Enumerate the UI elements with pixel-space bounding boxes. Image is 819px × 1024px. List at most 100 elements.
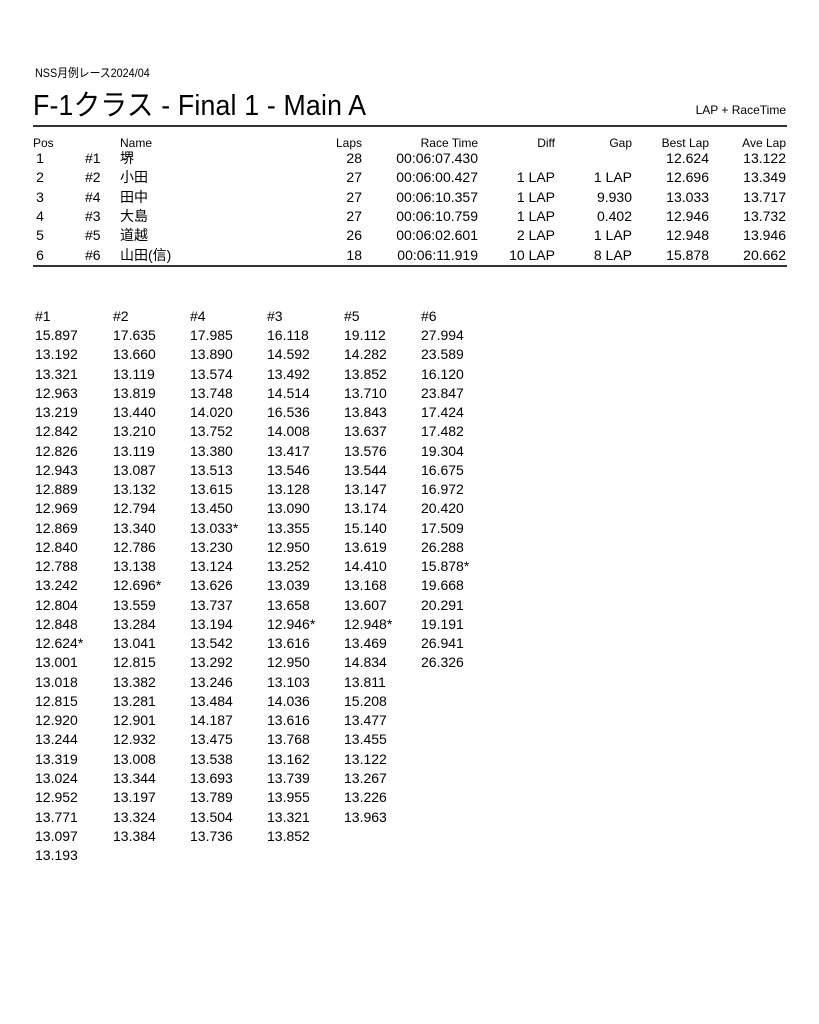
car-number: #6 — [85, 246, 101, 263]
lap-time: 12.826 — [35, 442, 78, 459]
laps: 27 — [346, 169, 362, 186]
lap-time: 14.282 — [344, 346, 387, 363]
lap-time: 13.771 — [35, 808, 78, 825]
lap-time: 13.284 — [113, 615, 156, 632]
gap: 0.402 — [596, 207, 632, 224]
pos: 4 — [36, 207, 44, 224]
lap-time: 13.147 — [344, 481, 387, 498]
lap-time: 20.420 — [421, 500, 464, 517]
lap-time: 13.736 — [190, 827, 233, 844]
lap-time: 17.424 — [421, 404, 464, 421]
lap-time: 14.187 — [190, 712, 233, 729]
best-lap: 12.696 — [666, 169, 709, 186]
lap-time: 13.739 — [267, 769, 310, 786]
lap-time: 13.193 — [35, 847, 78, 864]
lap-time: 16.536 — [267, 404, 310, 421]
lap-time: 12.788 — [35, 558, 78, 575]
lap-time: 13.513 — [190, 461, 233, 478]
page-title: F-1クラス - Final 1 - Main A — [33, 90, 367, 122]
lap-time: 13.197 — [113, 789, 156, 806]
lap-time: 13.321 — [267, 808, 310, 825]
lap-time: 12.815 — [35, 692, 78, 709]
driver-name: 山田(信) — [120, 246, 172, 263]
lap-time: 13.768 — [267, 731, 310, 748]
column-header-gap: Gap — [609, 136, 632, 150]
laps: 27 — [346, 188, 362, 205]
ave-lap: 13.717 — [743, 188, 786, 205]
best-lap: 15.878 — [666, 246, 709, 263]
column-header-best-lap: Best Lap — [661, 136, 709, 150]
lap-time: 13.024 — [35, 769, 78, 786]
lap-time: 13.737 — [190, 596, 233, 613]
column-header-race-time: Race Time — [420, 136, 478, 150]
best-lap-time: 12.696* — [113, 577, 162, 594]
lap-time: 23.847 — [421, 384, 464, 401]
lap-time: 13.748 — [190, 384, 233, 401]
lap-time: 12.804 — [35, 596, 78, 613]
lap-time: 23.589 — [421, 346, 464, 363]
lap-time: 13.039 — [267, 577, 310, 594]
lap-time: 14.592 — [267, 346, 310, 363]
race-time: 00:06:07.430 — [396, 150, 478, 166]
lap-time: 12.952 — [35, 789, 78, 806]
column-header-driver-name: Name — [120, 136, 153, 150]
lap-time: 13.244 — [35, 731, 78, 748]
driver-name: 田中 — [120, 188, 148, 205]
lap-time: 13.097 — [35, 827, 78, 844]
lap-time: 13.811 — [344, 673, 386, 690]
lap-time: 13.789 — [190, 789, 233, 806]
laps: 27 — [346, 207, 362, 224]
lap-time: 13.210 — [113, 423, 156, 440]
lap-time: 14.020 — [190, 404, 233, 421]
pos: 5 — [36, 227, 44, 244]
car-number: #5 — [85, 227, 101, 244]
best-lap-time: 12.946* — [267, 615, 316, 632]
lap-time: 17.509 — [421, 519, 464, 536]
best-lap-time: 12.624* — [35, 635, 84, 652]
lap-time: 13.340 — [113, 519, 156, 536]
lap-time: 13.955 — [267, 789, 310, 806]
lap-time: 13.450 — [190, 500, 233, 517]
lap-time: 13.538 — [190, 750, 233, 767]
lap-time: 13.168 — [344, 577, 387, 594]
lap-time: 13.355 — [267, 519, 310, 536]
lap-time: 13.752 — [190, 423, 233, 440]
lap-time: 13.475 — [190, 731, 233, 748]
lap-time: 13.484 — [190, 692, 233, 709]
gap: 9.930 — [596, 188, 632, 205]
car-number: #3 — [85, 207, 101, 224]
lap-time: 13.090 — [267, 500, 310, 517]
lap-column-header: #5 — [344, 308, 360, 324]
lap-time: 13.192 — [35, 346, 78, 363]
lap-time: 12.932 — [113, 731, 156, 748]
lap-time: 12.794 — [113, 500, 156, 517]
pos: 2 — [36, 169, 44, 186]
lap-time: 19.191 — [421, 615, 464, 632]
lap-time: 13.119 — [113, 365, 155, 382]
lap-time: 13.122 — [344, 750, 387, 767]
laps: 26 — [346, 227, 362, 244]
lap-time: 13.281 — [113, 692, 156, 709]
lap-time: 13.324 — [113, 808, 156, 825]
lap-time: 13.242 — [35, 577, 78, 594]
best-lap: 12.624 — [666, 150, 709, 166]
driver-name: 堺 — [120, 150, 134, 166]
lap-time: 14.008 — [267, 423, 310, 440]
lap-time: 13.174 — [344, 500, 387, 517]
lap-time: 13.230 — [190, 538, 233, 555]
lap-time: 13.544 — [344, 461, 387, 478]
lap-time: 16.118 — [267, 327, 309, 343]
lap-time: 13.292 — [190, 654, 233, 671]
lap-time: 13.382 — [113, 673, 156, 690]
lap-time: 13.417 — [267, 442, 310, 459]
lap-time: 12.969 — [35, 500, 78, 517]
ave-lap: 20.662 — [743, 246, 786, 263]
lap-column-header: #2 — [113, 308, 129, 324]
best-lap-time: 12.948* — [344, 615, 393, 632]
lap-time: 16.675 — [421, 461, 464, 478]
lap-time: 13.440 — [113, 404, 156, 421]
pos: 6 — [36, 246, 44, 263]
lap-time: 13.194 — [190, 615, 233, 632]
lap-time: 19.668 — [421, 577, 464, 594]
lap-time: 14.410 — [344, 558, 387, 575]
